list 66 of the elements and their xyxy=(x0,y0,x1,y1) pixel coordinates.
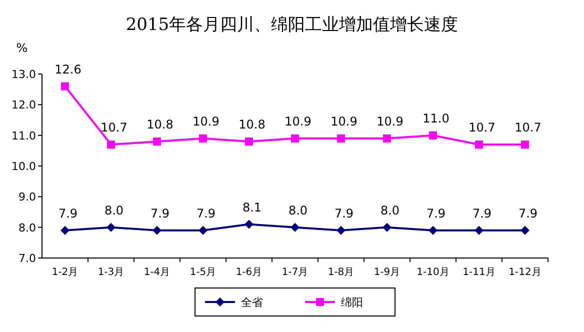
data-label: 8.1 xyxy=(242,200,262,214)
point xyxy=(106,222,116,232)
data-label: 7.9 xyxy=(518,206,538,220)
y-axis-title: % xyxy=(16,41,28,55)
data-label: 10.7 xyxy=(100,120,128,135)
x-tick-label: 1-11月 xyxy=(462,267,496,278)
point xyxy=(336,226,346,235)
point xyxy=(290,222,300,232)
y-tick-label: 13.0 xyxy=(12,68,36,81)
data-label: 8.0 xyxy=(380,203,400,218)
y-tick-label: 8.0 xyxy=(18,221,36,234)
data-label: 7.9 xyxy=(426,206,446,220)
point xyxy=(153,137,161,146)
point xyxy=(291,134,299,142)
data-label: 10.9 xyxy=(284,114,312,128)
data-label: 7.9 xyxy=(472,206,492,220)
x-tick-label: 1-4月 xyxy=(144,267,170,278)
y-tick-label: 9.0 xyxy=(18,190,36,204)
data-label: 10.9 xyxy=(192,114,220,128)
legend-label: 全省 xyxy=(241,296,263,309)
y-tick-label: 7.0 xyxy=(18,252,36,265)
legend-label: 绵阳 xyxy=(341,296,363,309)
point xyxy=(475,140,483,149)
point xyxy=(521,140,529,149)
point xyxy=(60,226,70,235)
point xyxy=(382,222,392,232)
x-tick-label: 1-9月 xyxy=(374,267,400,278)
data-label: 10.9 xyxy=(376,114,404,128)
y-tick-label: 12.0 xyxy=(12,98,36,112)
data-label: 10.8 xyxy=(146,117,174,132)
data-label: 10.9 xyxy=(330,114,358,128)
data-label: 12.6 xyxy=(54,62,82,76)
point xyxy=(244,220,254,229)
data-label: 8.0 xyxy=(288,203,308,218)
x-tick-label: 1-8月 xyxy=(328,267,354,278)
x-tick-label: 1-7月 xyxy=(282,267,308,278)
x-tick-label: 1-10月 xyxy=(416,267,450,278)
y-tick-label: 10.0 xyxy=(12,160,36,173)
x-tick-label: 1-5月 xyxy=(190,267,216,278)
data-label: 11.0 xyxy=(422,111,450,126)
point xyxy=(383,134,391,142)
point xyxy=(337,134,345,142)
data-label: 8.0 xyxy=(104,203,124,218)
data-label: 7.9 xyxy=(150,206,170,220)
point xyxy=(245,137,253,146)
x-tick-label: 1-2月 xyxy=(52,267,78,278)
x-tick-label: 1-12月 xyxy=(508,267,542,278)
data-label: 10.8 xyxy=(238,117,266,132)
point xyxy=(107,140,115,149)
data-label: 7.9 xyxy=(334,206,354,220)
point xyxy=(198,226,208,235)
x-tick-label: 1-3月 xyxy=(98,267,124,278)
point xyxy=(520,226,530,235)
point xyxy=(429,131,437,140)
data-label: 10.7 xyxy=(514,120,542,135)
data-label: 7.9 xyxy=(196,206,216,220)
point xyxy=(199,134,207,142)
data-label: 10.7 xyxy=(468,120,496,135)
chart-title: 2015年各月四川、绵阳工业增加值增长速度 xyxy=(126,15,458,35)
point xyxy=(61,82,69,90)
point xyxy=(428,226,438,235)
x-tick-label: 1-6月 xyxy=(236,267,262,278)
point xyxy=(474,226,484,235)
y-tick-label: 11.0 xyxy=(12,129,36,142)
point xyxy=(152,226,162,235)
data-label: 7.9 xyxy=(58,206,78,220)
